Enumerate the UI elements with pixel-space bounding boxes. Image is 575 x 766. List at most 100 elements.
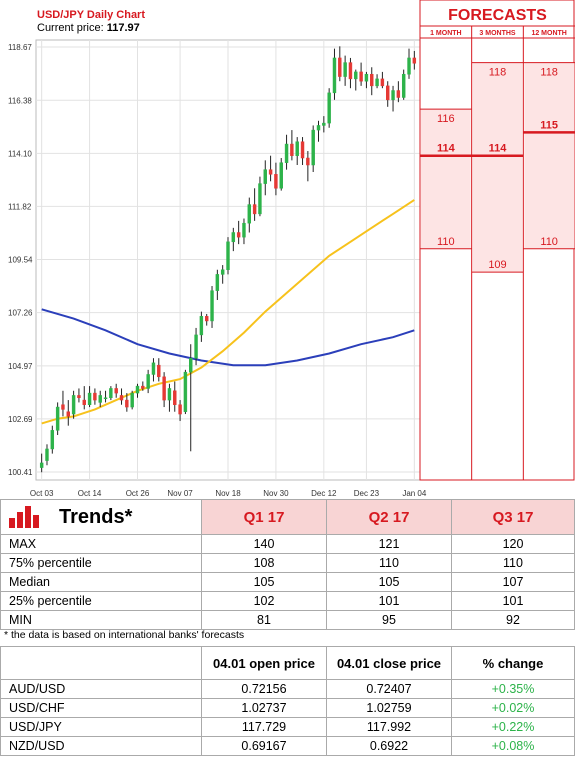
candle-body: [82, 399, 86, 405]
x-tick-label: Nov 18: [215, 489, 241, 498]
price-open: 0.72156: [201, 679, 327, 699]
candle: [66, 400, 70, 426]
price-pair: USD/CHF: [0, 698, 202, 718]
candle: [327, 88, 331, 128]
price-change: +0.35%: [451, 679, 575, 699]
candle-body: [316, 125, 321, 131]
candle: [401, 69, 406, 100]
candle-body: [311, 129, 315, 166]
forecast-low-label: 110: [437, 236, 455, 248]
candle: [199, 311, 204, 342]
candle-body: [343, 62, 347, 77]
candle-body: [194, 334, 198, 359]
candle: [178, 400, 182, 422]
y-tick-label: 100.41: [8, 468, 33, 477]
forecast-col-label: 1 MONTH: [430, 30, 462, 37]
candle: [236, 220, 241, 245]
candle-body: [268, 169, 273, 175]
candle: [220, 265, 225, 284]
price-open: 117.729: [201, 717, 327, 737]
candle-body: [39, 462, 44, 468]
trends-col-q3: Q3 17: [451, 499, 575, 535]
candle-body: [199, 316, 204, 336]
candle: [343, 55, 347, 86]
candle-body: [396, 90, 401, 98]
trends-row-label: MAX: [0, 534, 202, 554]
candle-body: [215, 274, 220, 291]
candle-body: [242, 222, 246, 238]
candle: [77, 388, 81, 403]
candle-body: [93, 392, 97, 401]
forecast-col-label: 3 MONTHS: [479, 30, 516, 37]
candle: [338, 46, 342, 82]
ma-slow-line: [41, 308, 415, 367]
y-tick-label: 107.26: [8, 309, 33, 318]
trends-row-label: MIN: [0, 610, 202, 630]
candle: [279, 158, 283, 191]
candle-body: [236, 232, 241, 238]
candle-body: [167, 388, 172, 401]
candle: [380, 71, 385, 89]
candle-body: [263, 169, 267, 184]
candle: [167, 383, 172, 412]
candle-body: [210, 290, 214, 322]
candle-body: [141, 385, 145, 389]
candle-body: [125, 399, 129, 408]
trends-row-p75: 75% percentile 108 110 110: [0, 553, 575, 573]
trends-cell: 120: [451, 534, 575, 554]
trends-title-cell: Trends*: [0, 499, 202, 535]
current-price-line: Current price: 117.97: [37, 22, 140, 34]
trends-cell: 140: [201, 534, 327, 554]
forecast-high-label: 118: [489, 67, 507, 79]
price-col-close: 04.01 close price: [326, 646, 452, 680]
x-tick-label: Nov 30: [263, 489, 289, 498]
trends-cell: 105: [201, 572, 327, 592]
candle: [322, 116, 326, 133]
candle: [98, 390, 102, 408]
price-pair: AUD/USD: [0, 679, 202, 699]
y-tick-label: 116.38: [8, 96, 32, 105]
candle-body: [322, 122, 326, 126]
candle: [55, 402, 60, 435]
candle: [306, 151, 310, 182]
candle: [183, 369, 188, 415]
candle: [162, 372, 166, 408]
candle: [61, 390, 65, 417]
price-pair: NZD/USD: [0, 736, 202, 756]
price-header-row: 04.01 open price 04.01 close price % cha…: [0, 646, 575, 680]
candle: [231, 227, 236, 252]
candle: [316, 120, 321, 142]
candle-body: [284, 143, 289, 163]
candle-body: [370, 73, 374, 87]
forecast-panel: FORECASTS 1 MONTH 116 114 110 3 MONTHS 118 114 1…: [419, 0, 575, 481]
candle-body: [135, 385, 140, 394]
candle-body: [412, 57, 417, 64]
candle-body: [375, 78, 379, 87]
y-tick-label: 114.10: [8, 149, 32, 158]
chart-area: USD/JPY Daily Chart Current price: 117.9…: [8, 0, 575, 498]
candle: [412, 50, 417, 70]
trends-col-q1: Q1 17: [201, 499, 327, 535]
trends-cell: 121: [326, 534, 452, 554]
price-close: 0.72407: [326, 679, 452, 699]
candle-body: [157, 364, 161, 378]
candle-body: [146, 374, 150, 389]
trends-cell: 101: [451, 591, 575, 611]
price-col-open: 04.01 open price: [201, 646, 327, 680]
candle-body: [77, 395, 81, 399]
y-tick-label: 104.97: [8, 362, 33, 371]
candle: [71, 390, 76, 419]
y-tick-label: 102.69: [8, 415, 33, 424]
candle-body: [300, 141, 305, 159]
candle-body: [66, 411, 70, 417]
candle-body: [306, 157, 310, 166]
candle: [258, 176, 262, 217]
price-row: USD/CHF 1.02737 1.02759 +0.02%: [0, 698, 575, 718]
candle: [210, 286, 214, 328]
price-close: 0.6922: [326, 736, 452, 756]
candle-body: [61, 404, 65, 410]
candle: [364, 71, 369, 89]
candle-body: [178, 404, 182, 415]
candle-body: [290, 143, 294, 156]
candle-body: [401, 73, 406, 98]
